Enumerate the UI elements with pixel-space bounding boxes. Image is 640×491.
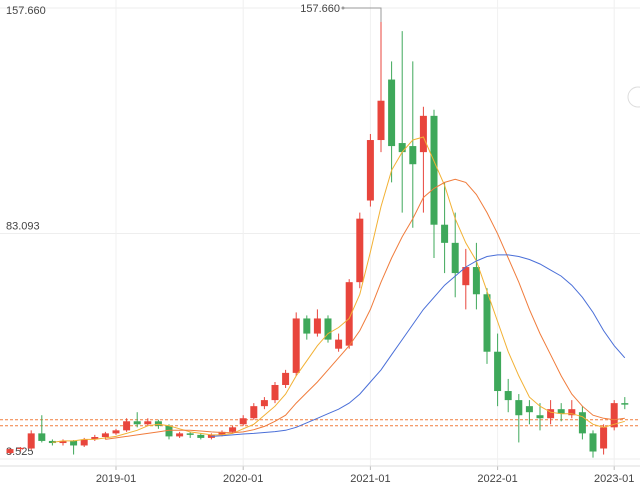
y-tick-label: 8.525 [6,446,34,458]
ma-line [52,136,625,443]
candle-body [218,431,226,435]
candle-body [271,384,279,401]
candle-body [600,427,608,449]
candle-body [229,427,237,432]
candle-body [6,449,14,454]
x-tick-label: 2022-01 [477,473,517,485]
candle-body [260,400,268,407]
x-tick-label: 2021-01 [350,473,390,485]
candle-body [176,433,184,437]
candle-body [377,100,385,141]
candle-body [578,412,586,434]
candle-body [282,372,290,385]
x-tick-label: 2020-01 [223,473,263,485]
y-tick-label: 83.093 [6,220,40,232]
candle-body [568,409,576,416]
candle-body [197,434,205,438]
candle-body [462,267,470,286]
candle-body [133,421,141,425]
candle-body [91,436,99,440]
candle-body [356,218,364,283]
candle-body [366,140,374,201]
candle-body [621,403,629,405]
side-button[interactable] [627,86,640,108]
ma-line [105,178,625,440]
candle-body [589,433,597,452]
candle-body [547,409,555,419]
candle-body [101,433,109,437]
candle-body [557,409,565,414]
candle-body [38,433,46,441]
candle-body [409,146,417,165]
candle-body [80,439,88,446]
candle-body [494,351,502,392]
candle-body [335,339,343,349]
y-tick-label: 157.660 [6,5,46,17]
candle-body [250,406,258,419]
candle-body [610,403,618,428]
candle-body [303,318,311,334]
candle-body [165,425,173,437]
annotation-dot [341,6,345,10]
candle-body [144,421,152,425]
ma-line [211,254,626,437]
candle-body [313,318,321,334]
candle-body [70,440,78,446]
candle-body [536,415,544,419]
candle-body [59,440,67,444]
candle-body [388,79,396,147]
candle-body [154,421,162,426]
x-tick-label: 2023-01 [594,473,634,485]
candle-body [504,391,512,401]
candle-body [112,430,120,434]
candle-body [324,318,332,340]
annotation-label: 157.660 [300,3,340,15]
candle-body [398,143,406,153]
candle-body [419,115,427,153]
x-tick-label: 2019-01 [96,473,136,485]
candle-body [27,433,35,449]
candle-body [430,115,438,225]
candle-body [441,224,449,243]
candle-body [186,433,194,435]
candle-body [515,400,523,416]
candle-body [483,294,491,352]
candle-body [451,242,459,274]
candle-body [239,418,247,425]
candle-body [345,282,353,346]
candle-body [472,267,480,295]
candle-body [292,318,300,373]
candle-body [525,406,533,413]
candle-body [17,447,25,450]
candle-body [123,421,131,431]
annotation-line [343,7,382,22]
